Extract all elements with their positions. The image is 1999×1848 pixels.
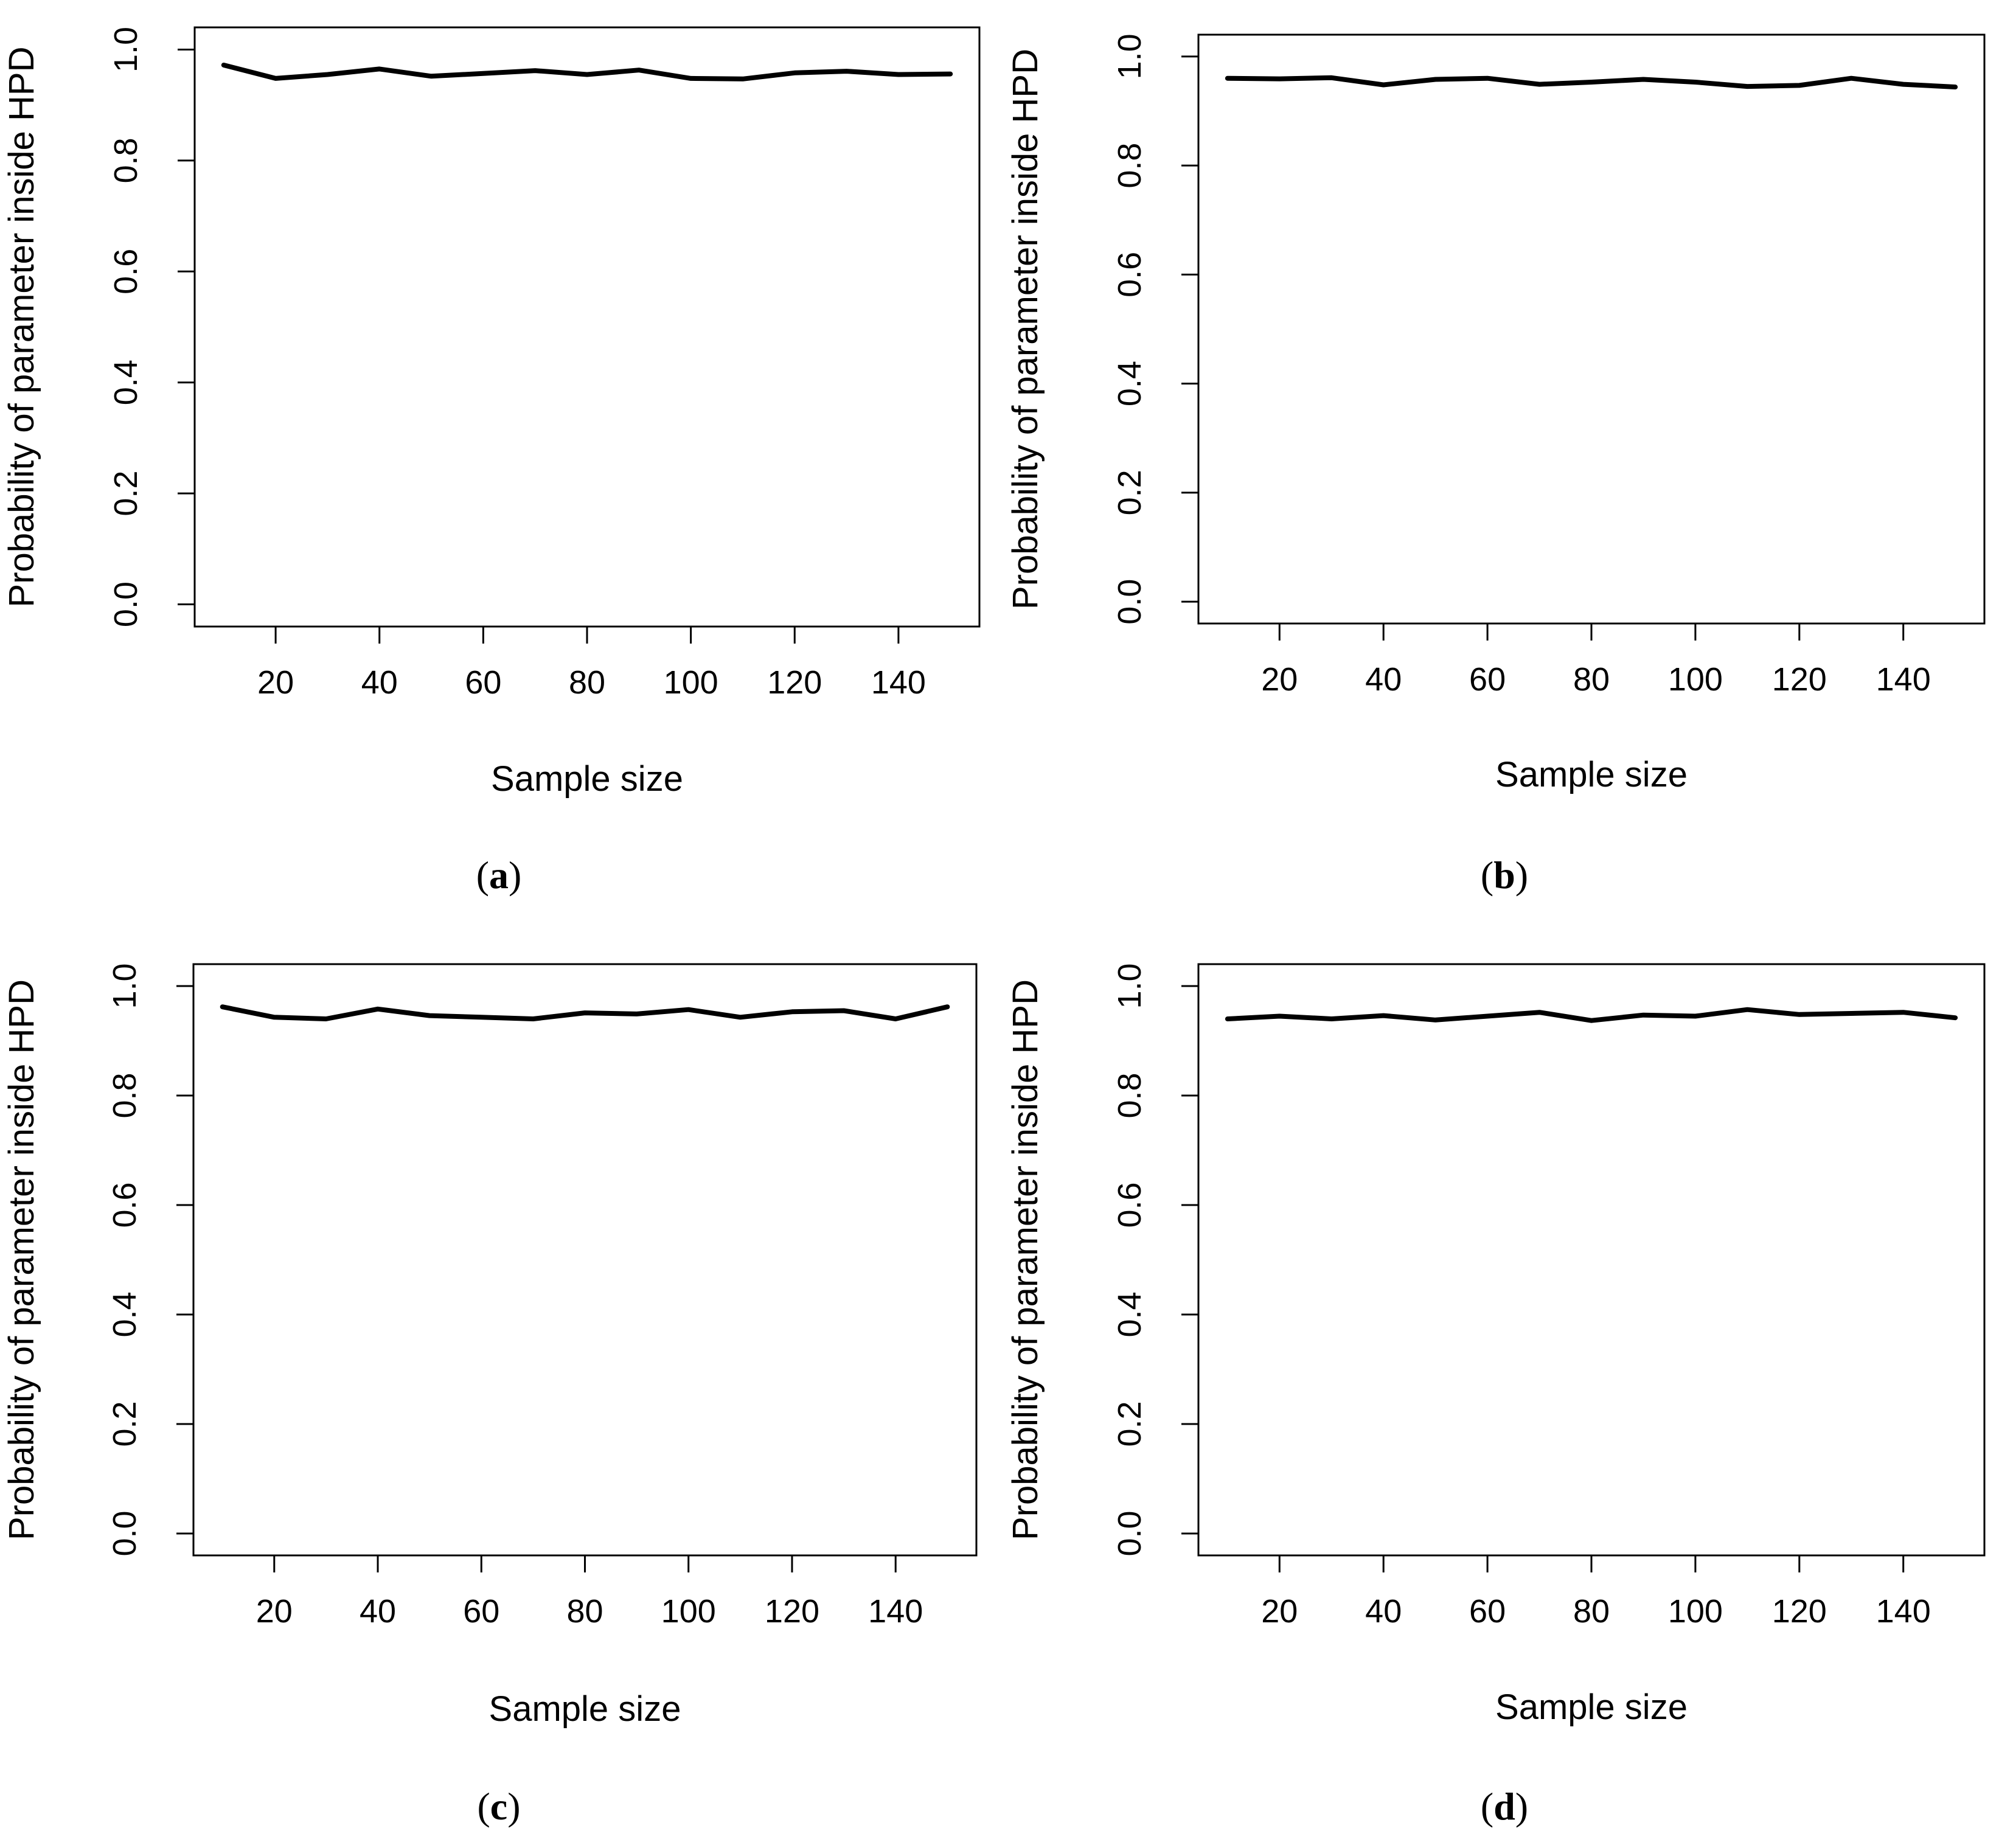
x-tick-label: 100 [661, 1593, 716, 1630]
x-tick-label: 60 [1469, 1593, 1506, 1630]
x-tick-label: 120 [765, 1593, 819, 1630]
y-tick-label: 1.0 [108, 27, 144, 72]
x-tick-label: 60 [1469, 661, 1506, 698]
y-tick-label: 0.8 [1111, 1072, 1148, 1118]
x-tick-label: 80 [1573, 661, 1610, 698]
x-tick-label: 140 [1876, 1593, 1931, 1630]
y-axis-title: Probability of parameter inside HPD [1006, 979, 1045, 1540]
y-tick-label: 0.8 [1111, 143, 1148, 189]
panel-b: 20 40 60 80 100 120 140 0.0 0.2 0.4 0.6 0.8 1.0 Sampl… [1006, 33, 1986, 794]
panel-a: 20 40 60 80 100 120 140 0.0 0.2 0.4 0.6 0.8 1.0 Sampl… [2, 26, 981, 799]
x-tick-label: 20 [1261, 1593, 1298, 1630]
x-tick-label: 40 [1365, 661, 1402, 698]
y-axis-title: Probability of parameter inside HPD [1006, 49, 1045, 610]
y-tick-label: 1.0 [1111, 963, 1148, 1009]
y-tick-label: 1.0 [106, 963, 143, 1009]
x-axis-title: Sample size [1495, 1687, 1688, 1727]
x-tick-label: 140 [871, 664, 926, 701]
plot-frame [1197, 33, 1986, 625]
y-tick-label: 0.6 [106, 1182, 143, 1228]
x-tick-label: 20 [1261, 661, 1298, 698]
x-tick-label: 140 [868, 1593, 923, 1630]
series-line [220, 1004, 950, 1021]
x-tick-label: 80 [566, 1593, 603, 1630]
y-axis-title: Probability of parameter inside HPD [2, 979, 41, 1540]
x-tick-label: 80 [1573, 1593, 1610, 1630]
x-tick-label: 20 [256, 1593, 293, 1630]
y-tick-label: 0.0 [106, 1510, 143, 1556]
y-tick-label: 0.2 [106, 1401, 143, 1447]
y-tick-label: 0.8 [106, 1072, 143, 1118]
y-tick-label: 0.4 [1111, 361, 1148, 406]
x-tick-label: 100 [664, 664, 718, 701]
x-tick-label: 80 [569, 664, 605, 701]
caption-a: (a) [476, 853, 522, 897]
y-tick-label: 1.0 [1111, 33, 1148, 79]
series-line [221, 63, 953, 82]
y-tick-label: 0.4 [106, 1291, 143, 1337]
y-tick-label: 0.0 [1111, 579, 1148, 625]
x-axis-title: Sample size [491, 759, 683, 799]
series-line [1225, 75, 1958, 89]
x-axis-title: Sample size [1495, 755, 1688, 794]
plot-frame [192, 963, 978, 1557]
caption-d: (d) [1481, 1785, 1528, 1828]
y-tick-label: 0.2 [108, 471, 144, 516]
caption-c: (c) [477, 1785, 520, 1828]
y-tick-label: 0.6 [1111, 1182, 1148, 1228]
y-tick-label: 0.6 [1111, 252, 1148, 297]
series-line [1225, 1007, 1958, 1023]
plot-frame [1197, 963, 1986, 1557]
y-tick-label: 0.4 [108, 360, 144, 405]
y-tick-label: 0.6 [108, 249, 144, 294]
x-tick-label: 120 [1772, 1593, 1827, 1630]
caption-b: (b) [1481, 853, 1528, 897]
y-tick-label: 0.2 [1111, 470, 1148, 515]
x-tick-label: 20 [257, 664, 294, 701]
x-tick-label: 120 [1772, 661, 1827, 698]
x-tick-label: 60 [463, 1593, 499, 1630]
y-tick-label: 0.8 [108, 137, 144, 183]
x-tick-label: 100 [1668, 661, 1723, 698]
y-tick-label: 0.4 [1111, 1291, 1148, 1337]
y-axis-title: Probability of parameter inside HPD [2, 47, 41, 608]
panel-d: 20 40 60 80 100 120 140 0.0 0.2 0.4 0.6 0.8 1.0 Sampl… [1006, 963, 1986, 1727]
y-tick-label: 0.0 [1111, 1510, 1148, 1556]
y-tick-label: 0.2 [1111, 1401, 1148, 1447]
x-tick-label: 100 [1668, 1593, 1723, 1630]
x-axis-title: Sample size [489, 1689, 681, 1729]
x-tick-label: 40 [1365, 1593, 1402, 1630]
plot-frame [193, 26, 981, 628]
panel-c: 20 40 60 80 100 120 140 0.0 0.2 0.4 0.6 0.8 1.0 Sampl… [2, 963, 978, 1729]
x-tick-label: 60 [465, 664, 501, 701]
x-tick-label: 40 [361, 664, 398, 701]
x-tick-label: 140 [1876, 661, 1931, 698]
y-tick-label: 0.0 [108, 582, 144, 627]
x-tick-label: 120 [767, 664, 822, 701]
x-tick-label: 40 [360, 1593, 396, 1630]
